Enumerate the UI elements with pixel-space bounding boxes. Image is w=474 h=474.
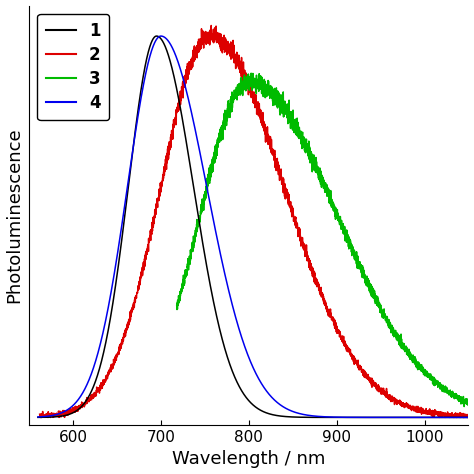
3 bbox=[460, 398, 465, 403]
4 bbox=[35, 414, 41, 420]
3 bbox=[174, 303, 180, 309]
3 bbox=[244, 69, 249, 75]
3 bbox=[465, 401, 471, 407]
1 bbox=[154, 33, 159, 39]
4 bbox=[411, 415, 417, 420]
4 bbox=[465, 415, 471, 420]
2 bbox=[201, 32, 207, 38]
1 bbox=[219, 335, 225, 340]
Y-axis label: Photoluminescence: Photoluminescence bbox=[6, 128, 24, 303]
4 bbox=[158, 33, 164, 39]
1 bbox=[109, 302, 115, 308]
2 bbox=[207, 24, 213, 29]
1 bbox=[84, 397, 90, 402]
2 bbox=[111, 357, 117, 363]
2 bbox=[465, 415, 471, 420]
4 bbox=[109, 281, 115, 287]
2 bbox=[37, 415, 43, 420]
Legend: 1, 2, 3, 4: 1, 2, 3, 4 bbox=[37, 14, 109, 120]
X-axis label: Wavelength / nm: Wavelength / nm bbox=[172, 450, 326, 468]
3 bbox=[465, 402, 470, 408]
3 bbox=[286, 123, 292, 128]
2 bbox=[457, 412, 463, 418]
4 bbox=[201, 166, 206, 172]
3 bbox=[207, 172, 213, 177]
2 bbox=[411, 407, 417, 412]
1 bbox=[35, 414, 41, 420]
Line: 1: 1 bbox=[38, 36, 468, 418]
Line: 3: 3 bbox=[177, 72, 468, 405]
1 bbox=[411, 415, 417, 420]
1 bbox=[201, 243, 206, 248]
1 bbox=[465, 415, 471, 420]
1 bbox=[457, 415, 463, 420]
2 bbox=[37, 414, 43, 420]
3 bbox=[225, 113, 230, 119]
4 bbox=[219, 258, 225, 264]
Line: 4: 4 bbox=[38, 36, 468, 418]
4 bbox=[457, 415, 463, 420]
2 bbox=[220, 39, 226, 45]
Line: 2: 2 bbox=[40, 27, 468, 418]
4 bbox=[84, 382, 90, 387]
3 bbox=[299, 127, 304, 133]
2 bbox=[86, 397, 91, 403]
3 bbox=[428, 380, 434, 385]
